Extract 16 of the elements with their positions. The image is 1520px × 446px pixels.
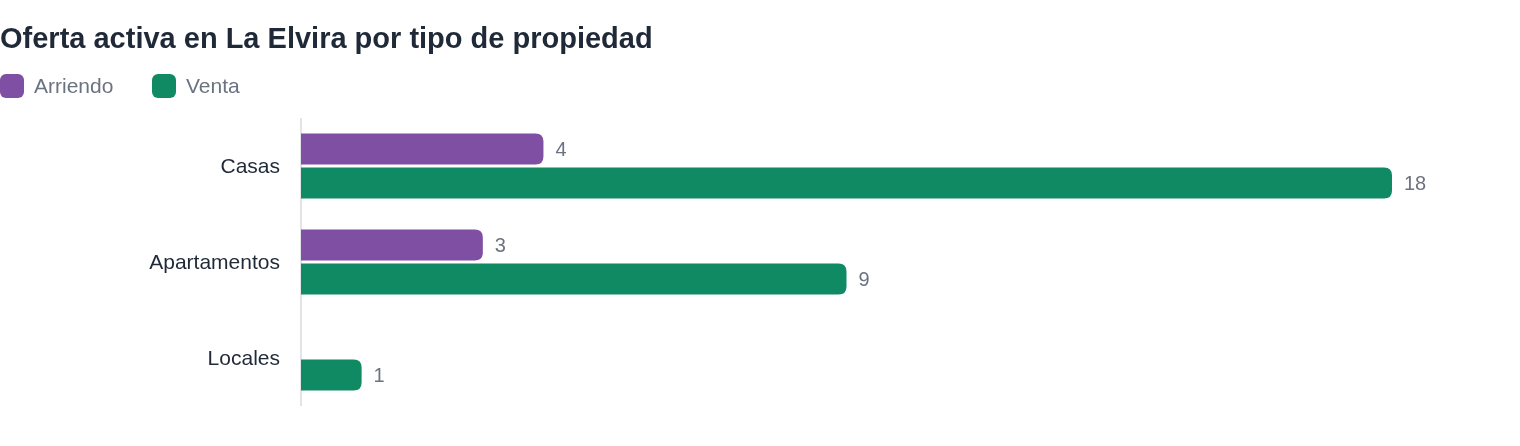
bar [301, 359, 362, 391]
bar [301, 167, 1392, 199]
y-tick-label: Apartamentos [149, 250, 280, 274]
data-label: 18 [1404, 172, 1427, 194]
data-label: 1 [373, 364, 385, 386]
data-label: 4 [555, 138, 567, 160]
bar [301, 263, 847, 295]
y-tick-label: Casas [220, 154, 280, 178]
legend-label: Arriendo [34, 74, 114, 98]
bar [301, 229, 483, 261]
data-label: 9 [858, 268, 870, 290]
y-tick-label: Locales [207, 346, 280, 370]
bar [301, 133, 544, 165]
chart-title: Oferta activa en La Elvira por tipo de propiedad [0, 22, 653, 54]
legend-label: Venta [186, 74, 241, 98]
data-label: 3 [494, 234, 506, 256]
